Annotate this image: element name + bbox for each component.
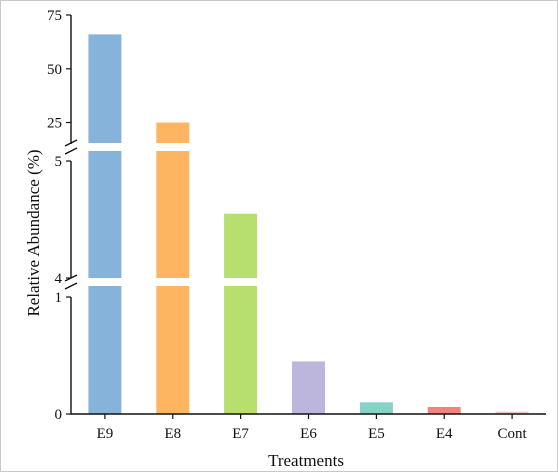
y-tick-label: 4 [55,271,63,287]
bars-layer [72,34,547,415]
axis-break-mark [64,139,78,147]
y-axis-title: Relative Abundance (%) [24,149,43,316]
x-tick-label: E6 [300,426,317,442]
x-tick-label: E4 [436,426,453,442]
axes-layer [64,14,546,419]
bar-e9 [88,34,122,415]
y-tick-label: 75 [47,8,62,24]
x-tick-label: E7 [232,426,249,442]
y-tick-label: 0 [55,407,63,423]
axis-break-mark [64,282,78,290]
axis-break-mark [64,147,78,155]
y-tick-label: 50 [47,62,62,78]
x-axis-title: Treatments [268,451,344,470]
bar-e6 [292,361,325,414]
axis-break-gap [72,278,547,286]
bar-e5 [359,402,393,414]
y-tick-label: 25 [47,116,62,132]
axis-break-gap [72,143,547,151]
bar-e4 [427,407,461,414]
bar-cont [495,411,529,414]
x-tick-label: E8 [164,426,181,442]
labels-layer: E9 E8 E7 E6 E5 E4 Cont 0 1 4 5 25 50 75 [47,8,528,442]
x-tick-label: Cont [498,426,528,442]
y-tick-label: 5 [55,154,63,170]
bar-e7 [224,213,258,414]
x-tick-label: E5 [368,426,385,442]
x-tick-label: E9 [97,426,114,442]
bar-e8 [156,122,190,414]
y-tick-label: 1 [55,290,63,306]
